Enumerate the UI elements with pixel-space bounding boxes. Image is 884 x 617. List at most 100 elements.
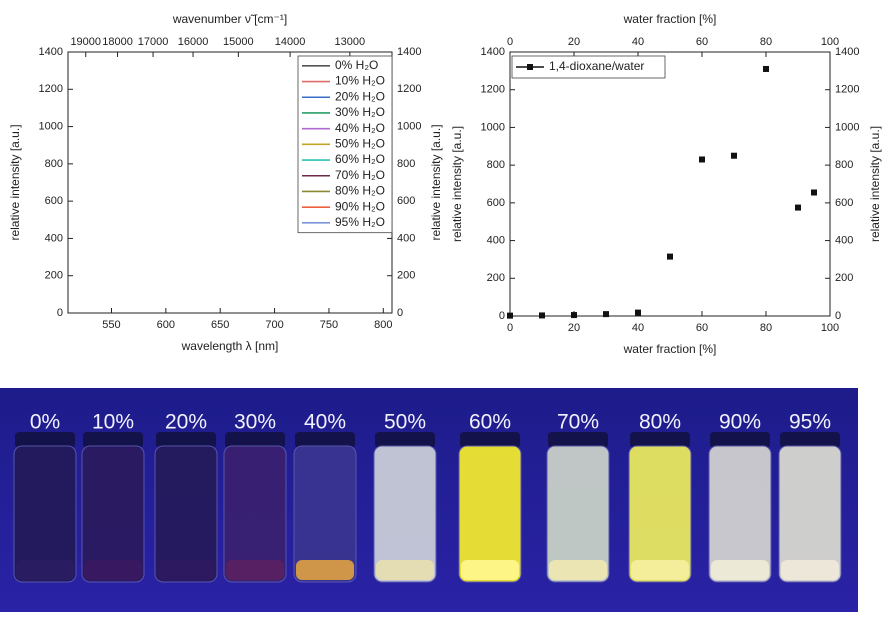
x2-axis-label: wavenumber ν̃ [cm⁻¹] — [172, 12, 287, 26]
x-tick-label: 100 — [821, 322, 839, 334]
x2-tick-label: 20 — [568, 36, 580, 48]
legend-marker — [527, 64, 533, 70]
y-axis-label: relative intensity [a.u.] — [8, 124, 22, 240]
vial-base — [781, 560, 839, 580]
vial-base — [549, 560, 607, 580]
y-tick-label: 1000 — [481, 121, 505, 133]
vial-cap — [295, 432, 355, 448]
data-point — [795, 204, 801, 211]
y-tick-label: 1200 — [481, 84, 505, 96]
y2-tick-label: 1000 — [397, 120, 421, 132]
x-tick-label: 550 — [102, 319, 120, 331]
vial — [81, 445, 145, 583]
vial-cap — [710, 432, 770, 448]
x-tick-label: 20 — [568, 322, 580, 334]
y-tick-label: 800 — [487, 159, 505, 171]
vial — [154, 445, 218, 583]
y2-tick-label: 1000 — [835, 121, 859, 133]
x2-tick-label: 16000 — [178, 36, 209, 48]
data-point — [603, 311, 609, 318]
legend-label: 60% H₂O — [335, 152, 385, 166]
data-point — [507, 312, 513, 319]
y-tick-label: 1400 — [481, 46, 505, 58]
legend-label: 40% H₂O — [335, 121, 385, 135]
vial-cap — [548, 432, 608, 448]
y-tick-label: 400 — [45, 232, 63, 244]
y2-tick-label: 200 — [397, 270, 415, 282]
y2-axis-label: relative intensity [a.u.] — [868, 126, 882, 242]
y-tick-label: 1200 — [39, 83, 63, 95]
y2-tick-label: 600 — [397, 195, 415, 207]
x2-tick-label: 40 — [632, 36, 644, 48]
y2-tick-label: 600 — [835, 197, 853, 209]
y2-tick-label: 800 — [397, 158, 415, 170]
legend-label: 30% H₂O — [335, 105, 385, 119]
y-tick-label: 1400 — [39, 46, 63, 58]
x2-axis-label: water fraction [%] — [623, 12, 717, 26]
y-axis-label: relative intensity [a.u.] — [450, 126, 464, 242]
vial-cap — [460, 432, 520, 448]
y-tick-label: 200 — [45, 270, 63, 282]
data-point — [539, 312, 545, 319]
y-tick-label: 800 — [45, 158, 63, 170]
x2-tick-label: 15000 — [223, 36, 254, 48]
vial-cap — [780, 432, 840, 448]
vial-label: 0% — [30, 411, 60, 434]
data-point — [699, 156, 705, 163]
y2-tick-label: 1400 — [835, 46, 859, 58]
vial-base — [296, 560, 354, 580]
y-tick-label: 400 — [487, 234, 505, 246]
vial-label: 30% — [234, 411, 276, 434]
data-point — [811, 189, 817, 196]
x2-tick-label: 18000 — [102, 36, 133, 48]
y-tick-label: 600 — [45, 195, 63, 207]
x2-tick-label: 17000 — [138, 36, 169, 48]
vial-label: 90% — [719, 411, 761, 434]
vial-base — [16, 560, 74, 580]
x-axis-label: water fraction [%] — [623, 342, 717, 356]
vial-cap — [15, 432, 75, 448]
photo: 0% 10% 20% 30% 40% 50% 60% 70% 80% 90% 95% — [13, 411, 842, 583]
vial — [458, 445, 522, 583]
x-tick-label: 40 — [632, 322, 644, 334]
vial-base — [631, 560, 689, 580]
legend-box — [511, 55, 666, 79]
vial-label: 10% — [92, 411, 134, 434]
vial-base — [711, 560, 769, 580]
legend-label: 10% H₂O — [335, 74, 385, 88]
vial-cap — [375, 432, 435, 448]
x-tick-label: 600 — [157, 319, 175, 331]
x2-tick-label: 0 — [507, 36, 513, 48]
vial-label: 70% — [557, 411, 599, 434]
x-tick-label: 750 — [320, 319, 338, 331]
x-axis-label: wavelength λ [nm] — [181, 339, 279, 353]
y-tick-label: 600 — [487, 197, 505, 209]
y-tick-label: 200 — [487, 272, 505, 284]
vial-base — [157, 560, 215, 580]
data-point — [667, 253, 673, 260]
x2-tick-label: 19000 — [70, 36, 101, 48]
data-point — [635, 309, 641, 316]
vial-base — [84, 560, 142, 580]
y-tick-label: 1000 — [39, 120, 63, 132]
x2-tick-label: 60 — [696, 36, 708, 48]
x-tick-label: 650 — [211, 319, 229, 331]
legend-label: 90% H₂O — [335, 199, 385, 213]
y2-tick-label: 400 — [835, 234, 853, 246]
legend-label: 70% H₂O — [335, 168, 385, 182]
x2-tick-label: 80 — [760, 36, 772, 48]
vial — [373, 445, 437, 583]
legend-label: 95% H₂O — [335, 215, 385, 229]
vial-label: 80% — [639, 411, 681, 434]
vial — [546, 445, 610, 583]
legend-label: 50% H₂O — [335, 137, 385, 151]
y2-tick-label: 800 — [835, 159, 853, 171]
y-tick-label: 0 — [57, 307, 63, 319]
vial-label: 95% — [789, 411, 831, 434]
vial-cap — [225, 432, 285, 448]
vial — [13, 445, 77, 583]
y2-tick-label: 200 — [835, 272, 853, 284]
vial — [778, 445, 842, 583]
vial-base — [226, 560, 284, 580]
